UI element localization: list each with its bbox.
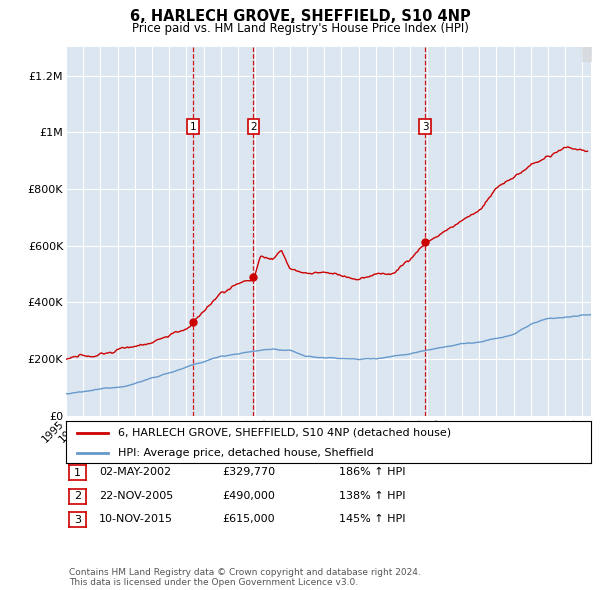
Text: £615,000: £615,000 xyxy=(222,514,275,524)
Text: HPI: Average price, detached house, Sheffield: HPI: Average price, detached house, Shef… xyxy=(119,448,374,457)
Text: 3: 3 xyxy=(422,122,428,132)
Text: 22-NOV-2005: 22-NOV-2005 xyxy=(99,491,173,500)
Text: 2: 2 xyxy=(250,122,257,132)
Text: 145% ↑ HPI: 145% ↑ HPI xyxy=(339,514,406,524)
Text: 6, HARLECH GROVE, SHEFFIELD, S10 4NP (detached house): 6, HARLECH GROVE, SHEFFIELD, S10 4NP (de… xyxy=(119,428,452,438)
Text: 02-MAY-2002: 02-MAY-2002 xyxy=(99,467,171,477)
Text: 2: 2 xyxy=(74,491,81,501)
Text: 138% ↑ HPI: 138% ↑ HPI xyxy=(339,491,406,500)
Text: Contains HM Land Registry data © Crown copyright and database right 2024.
This d: Contains HM Land Registry data © Crown c… xyxy=(69,568,421,587)
Text: £490,000: £490,000 xyxy=(222,491,275,500)
Text: 1: 1 xyxy=(190,122,196,132)
Text: 3: 3 xyxy=(74,515,81,525)
Text: Price paid vs. HM Land Registry's House Price Index (HPI): Price paid vs. HM Land Registry's House … xyxy=(131,22,469,35)
Text: £329,770: £329,770 xyxy=(222,467,275,477)
Text: 186% ↑ HPI: 186% ↑ HPI xyxy=(339,467,406,477)
Text: 6, HARLECH GROVE, SHEFFIELD, S10 4NP: 6, HARLECH GROVE, SHEFFIELD, S10 4NP xyxy=(130,9,470,24)
Text: 1: 1 xyxy=(74,468,81,477)
Text: 10-NOV-2015: 10-NOV-2015 xyxy=(99,514,173,524)
